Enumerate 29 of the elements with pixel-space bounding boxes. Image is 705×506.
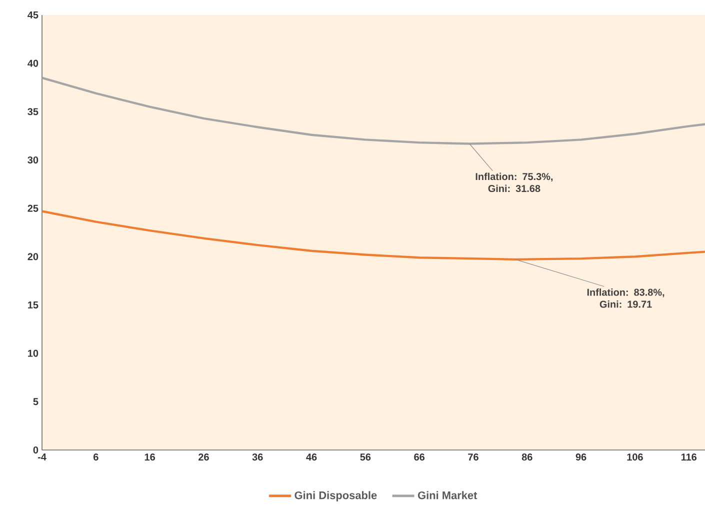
annotation: Inflation: 75.3%, Gini: 31.68 <box>476 172 553 192</box>
x-tick-label: 16 <box>144 454 155 461</box>
line-series <box>42 210 705 261</box>
annotation: Inflation: 83.8%, Gini: 19.71 <box>587 288 664 308</box>
y-tick-label: 45 <box>28 12 38 18</box>
x-tick-label: 106 <box>627 454 643 461</box>
x-tick-label: 46 <box>306 454 317 461</box>
x-tick-label: 6 <box>94 454 98 461</box>
y-tick-label: 5 <box>33 398 38 406</box>
x-tick-label: 26 <box>198 454 209 461</box>
y-tick-label: 25 <box>28 204 38 212</box>
legend-label: Gini Market <box>418 491 478 500</box>
x-tick-label: 116 <box>681 454 697 461</box>
x-tick-label: 66 <box>414 454 425 461</box>
x-tick-label: 96 <box>576 454 586 461</box>
x-tick-label: 86 <box>522 454 532 461</box>
y-tick-label: 0 <box>33 446 38 454</box>
y-tick-label: 35 <box>28 108 38 116</box>
y-tick-label: 10 <box>28 350 38 357</box>
x-tick-label: 76 <box>468 454 478 461</box>
x-tick-label: 56 <box>360 454 371 461</box>
y-tick-label: 15 <box>28 302 38 308</box>
legend-label: Gini Disposable <box>294 491 377 502</box>
x-tick-label: -4 <box>38 454 46 460</box>
line-series <box>42 76 705 145</box>
y-tick-label: 40 <box>28 60 38 67</box>
y-tick-label: 30 <box>28 156 38 164</box>
y-tick-label: 20 <box>28 253 38 260</box>
x-tick-label: 36 <box>252 454 263 461</box>
